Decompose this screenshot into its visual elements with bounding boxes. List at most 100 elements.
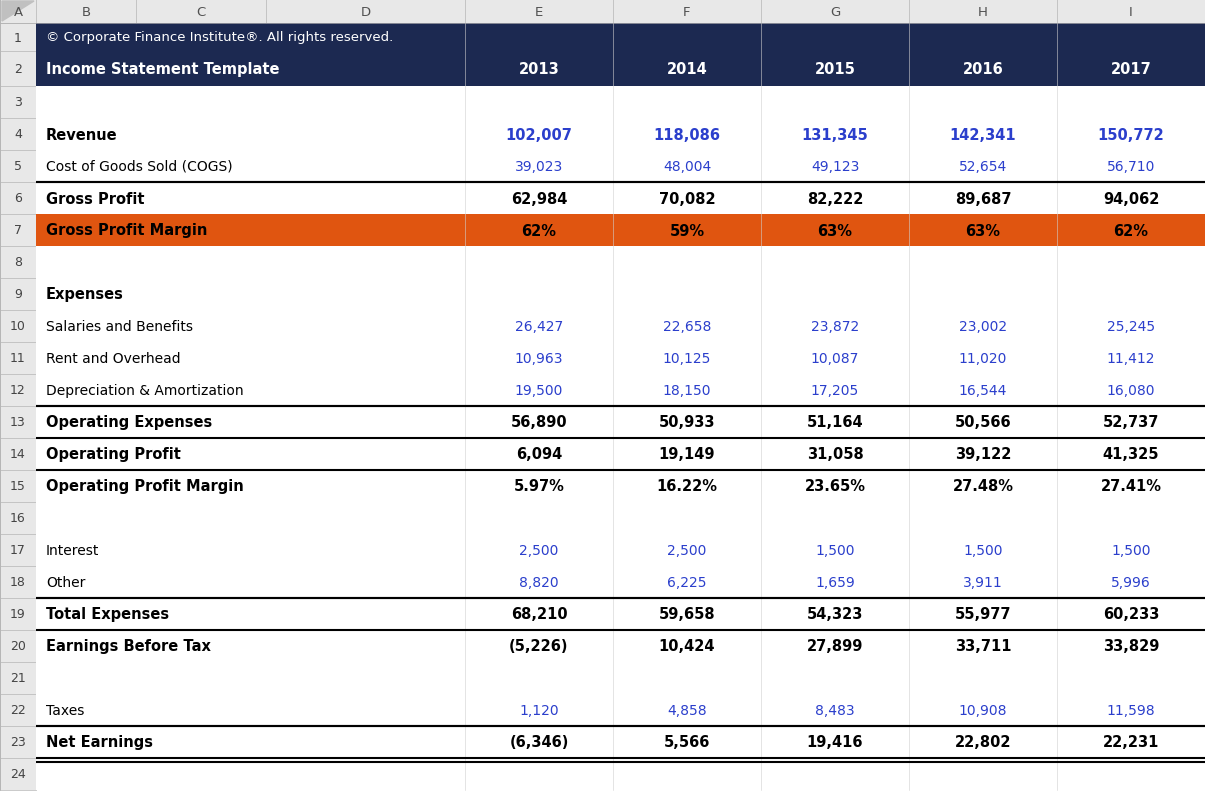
Text: 2017: 2017 [1111,62,1151,77]
Bar [613,0,762,24]
Text: 94,062: 94,062 [1103,191,1159,206]
Bar [36,694,1205,726]
Bar [0,726,36,758]
Text: 2014: 2014 [666,62,707,77]
Bar [0,599,36,630]
Text: 18: 18 [10,576,27,589]
Text: 63%: 63% [817,223,852,238]
Bar [36,52,1205,87]
Text: 2,500: 2,500 [668,543,706,557]
Text: 59%: 59% [670,223,705,238]
Bar [36,342,1205,375]
Text: Operating Profit: Operating Profit [46,447,181,462]
Bar [0,247,36,279]
Bar [36,0,136,24]
Bar [0,758,36,790]
Bar [1057,0,1205,24]
Bar [0,566,36,599]
Text: G: G [830,6,840,19]
Text: 2,500: 2,500 [519,543,559,557]
Text: 54,323: 54,323 [807,607,863,622]
Text: Earnings Before Tax: Earnings Before Tax [46,639,211,654]
Bar [0,0,36,24]
Text: Expenses: Expenses [46,287,124,303]
Text: 22: 22 [10,704,25,717]
Bar [36,182,1205,215]
Bar [0,406,36,439]
Bar [465,0,613,24]
Text: 22,658: 22,658 [663,320,711,333]
Text: 1,500: 1,500 [1111,543,1151,557]
Text: (5,226): (5,226) [510,639,569,654]
Bar [0,24,36,52]
Text: C: C [196,6,206,19]
Text: 70,082: 70,082 [659,191,716,206]
Text: Operating Profit Margin: Operating Profit Margin [46,479,243,494]
Bar [0,630,36,663]
Text: 23,002: 23,002 [959,320,1007,333]
Bar [36,439,1205,470]
Bar [36,119,1205,151]
Text: 11: 11 [10,352,25,365]
Bar [136,0,266,24]
Text: 60,233: 60,233 [1103,607,1159,622]
Text: 63%: 63% [965,223,1000,238]
Bar [0,566,36,599]
Text: 118,086: 118,086 [653,127,721,142]
Text: Gross Profit Margin: Gross Profit Margin [46,223,207,238]
Bar [0,52,36,87]
Text: 24: 24 [10,767,25,780]
Bar [0,726,36,758]
Bar [0,87,36,119]
Bar [36,566,1205,599]
Bar [0,119,36,151]
Bar [36,279,1205,311]
Text: 1,500: 1,500 [963,543,1003,557]
Bar [36,215,1205,247]
Text: 20: 20 [10,640,27,653]
Text: 27,899: 27,899 [807,639,863,654]
Text: D: D [360,6,371,19]
Text: 142,341: 142,341 [950,127,1016,142]
Text: 10,087: 10,087 [811,351,859,366]
Text: 39,023: 39,023 [515,160,563,174]
Bar [0,24,36,52]
Bar [0,663,36,694]
Bar [0,151,36,182]
Text: 1,120: 1,120 [519,703,559,717]
Bar [36,663,1205,694]
Text: 50,933: 50,933 [659,415,716,430]
Text: 19,416: 19,416 [807,735,863,749]
Bar [0,663,36,694]
Text: 19: 19 [10,607,25,620]
Text: 89,687: 89,687 [954,191,1011,206]
Bar [465,0,613,24]
Text: 56,890: 56,890 [511,415,568,430]
Text: 31,058: 31,058 [806,447,863,462]
Text: Other: Other [46,575,86,590]
Text: 131,345: 131,345 [801,127,869,142]
Text: 22,231: 22,231 [1103,735,1159,749]
Text: I: I [1129,6,1133,19]
Text: 5: 5 [14,161,22,174]
Text: 41,325: 41,325 [1103,447,1159,462]
Text: 3: 3 [14,97,22,109]
Text: Operating Expenses: Operating Expenses [46,415,212,430]
Bar [0,470,36,502]
Bar [36,311,1205,342]
Text: 6,225: 6,225 [668,575,707,590]
Text: 56,710: 56,710 [1107,160,1156,174]
Bar [0,279,36,311]
Bar [0,182,36,215]
Bar [0,342,36,375]
Text: 6,094: 6,094 [516,447,562,462]
Text: 9: 9 [14,288,22,301]
Text: 7: 7 [14,224,22,237]
Text: 2016: 2016 [963,62,1004,77]
Text: 16,080: 16,080 [1106,384,1156,397]
Text: Revenue: Revenue [46,127,118,142]
Text: 22,802: 22,802 [954,735,1011,749]
Bar [0,630,36,663]
Text: 15: 15 [10,480,27,493]
Bar [36,726,1205,758]
